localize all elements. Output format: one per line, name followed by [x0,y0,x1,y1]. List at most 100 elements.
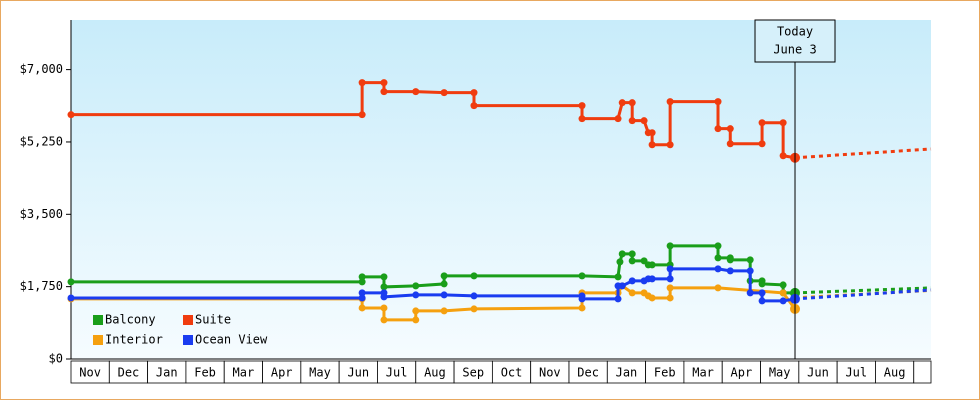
price-point [640,117,648,125]
price-point [412,316,420,324]
price-point [614,295,622,303]
price-point [714,254,722,262]
price-point [779,297,787,305]
price-point [578,304,586,312]
price-point [779,152,787,160]
x-tick-label: Feb [654,366,676,380]
price-point [726,267,734,275]
price-line [71,283,797,322]
price-point [470,89,478,97]
price-point [666,294,674,302]
price-point [628,250,636,258]
today-label: June 3 [773,43,816,57]
price-point [628,99,636,107]
price-point [648,294,656,302]
price-point [628,289,636,297]
price-point [578,272,586,280]
price-point [648,275,656,283]
price-point [358,289,366,297]
price-point [470,305,478,313]
legend-swatch [183,335,193,345]
price-point [779,119,787,127]
projection-line [794,147,932,160]
price-point [618,99,626,107]
price-point [628,277,636,285]
y-tick-label: $0 [49,352,63,366]
price-point [628,117,636,125]
today-label: Today [777,25,813,39]
y-tick-label: $5,250 [20,134,63,148]
price-point [614,115,622,123]
plot-area [71,20,931,359]
price-point [666,141,674,149]
legend-swatch [93,335,103,345]
price-point [380,88,388,96]
x-tick-label: Mar [692,366,714,380]
price-point [578,115,586,123]
price-point [726,125,734,133]
price-point [618,282,626,290]
price-point [726,256,734,264]
price-point [412,88,420,96]
price-point [714,125,722,133]
price-point [666,275,674,283]
x-tick-label: Jul [386,366,408,380]
price-point [412,291,420,299]
price-point [758,289,766,297]
price-point [380,293,388,301]
price-point [618,250,626,258]
price-point [666,265,674,273]
price-point [412,282,420,290]
x-tick-label: Jan [616,366,638,380]
price-point [628,257,636,265]
price-point [758,297,766,305]
price-point [758,280,766,288]
legend-label: Balcony [105,313,156,327]
price-point [358,111,366,119]
price-point [440,280,448,288]
price-point [67,278,75,286]
price-point [714,98,722,106]
y-tick-label: $3,500 [20,207,63,221]
price-point [380,273,388,281]
x-tick-label: Nov [539,366,561,380]
price-point [67,111,75,119]
price-point [616,258,624,266]
price-point [358,304,366,312]
legend-label: Ocean View [195,333,268,347]
x-tick-label: Dec [577,366,599,380]
price-point [358,278,366,286]
projection-line [794,286,932,295]
price-point [440,272,448,280]
price-point [714,284,722,292]
x-tick-label: Dec [118,366,140,380]
today-box [754,19,836,63]
price-point [614,273,622,281]
price-point [648,141,656,149]
price-point [758,140,766,148]
price-point [358,294,366,302]
price-point [470,102,478,110]
price-point [648,129,656,137]
price-point [779,289,787,297]
x-tick-label: Jan [156,366,178,380]
price-point [746,289,754,297]
price-point [380,316,388,324]
x-tick-label: Jul [845,366,867,380]
x-tick-label: Jun [807,366,829,380]
price-point [67,294,75,302]
x-tick-label: Aug [884,366,906,380]
x-tick-label: Oct [501,366,523,380]
x-tick-label: Jun [347,366,369,380]
price-point [746,267,754,275]
price-point [440,291,448,299]
y-tick-label: $7,000 [20,62,63,76]
price-point [380,283,388,291]
x-tick-label: May [769,366,791,380]
price-point [380,79,388,87]
price-line [71,81,796,160]
x-tick-label: Mar [233,366,255,380]
legend-swatch [183,315,193,325]
